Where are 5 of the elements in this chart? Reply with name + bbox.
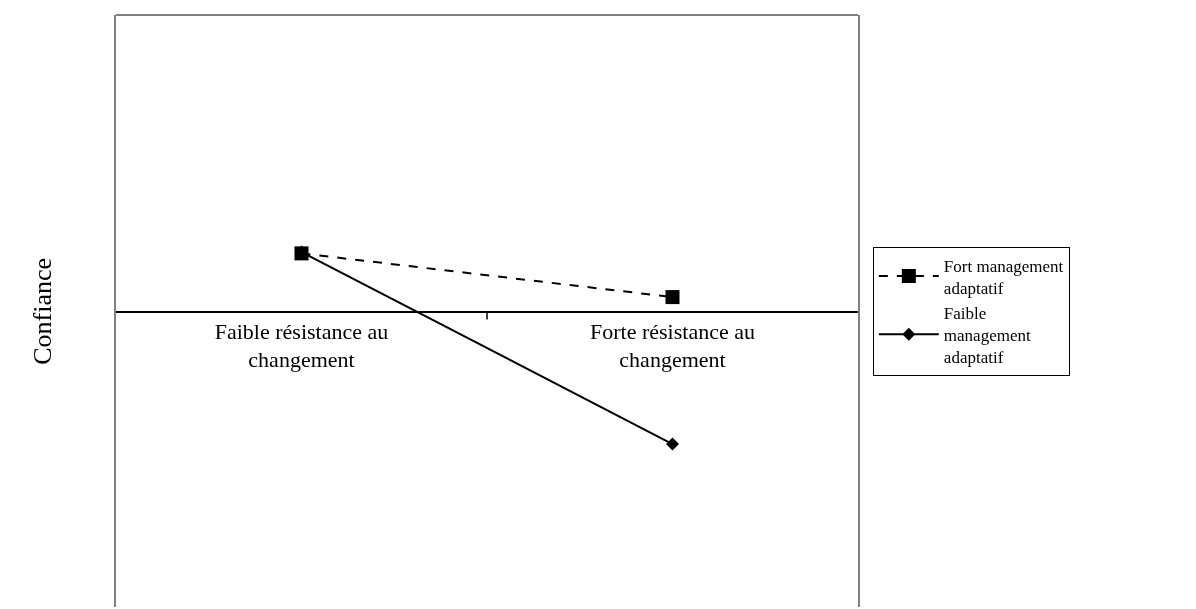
x-tick-label: Forte résistance au changement <box>590 318 755 373</box>
legend-label: Fort management adaptatif <box>943 256 1064 298</box>
y-axis-title: Confiance <box>27 257 57 365</box>
legend-label: Faible management adaptatif <box>943 303 1031 368</box>
x-tick-label: Faible résistance au changement <box>214 318 389 373</box>
